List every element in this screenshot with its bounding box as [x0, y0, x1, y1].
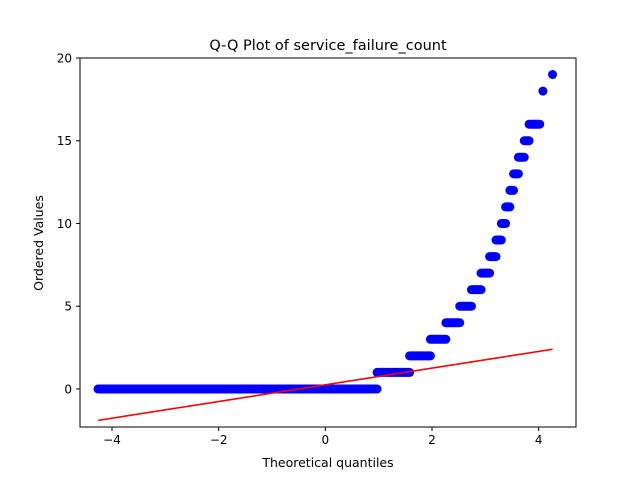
data-point-1: [103, 384, 113, 394]
plot-area: [93, 70, 558, 422]
chart-title: Q-Q Plot of service_failure_count: [209, 38, 447, 54]
y-axis-label: Ordered Values: [31, 195, 46, 291]
data-point-2: [538, 86, 548, 96]
data-point-0: [93, 384, 103, 394]
x-axis-label: Theoretical quantiles: [261, 455, 393, 470]
x-tick-label-1: −2: [210, 433, 228, 447]
x-tick-label-3: 2: [428, 433, 436, 447]
plot-frame: [79, 57, 577, 428]
data-point-3: [548, 70, 558, 80]
fit-line-layer: [98, 348, 553, 422]
x-tick-label-2: 0: [322, 433, 330, 447]
x-tick-label-0: −4: [103, 433, 121, 447]
y-tick-label-4: 20: [57, 52, 72, 66]
y-tick-label-0: 0: [64, 382, 72, 396]
x-tick-label-4: 4: [535, 433, 543, 447]
y-tick-label-3: 15: [57, 134, 72, 148]
y-tick-label-2: 10: [57, 217, 72, 231]
fit-line: [98, 348, 553, 422]
y-tick-label-1: 5: [64, 300, 72, 314]
data-points: [93, 70, 558, 394]
axes: −4 −2 0 2 4 0 5 10 15 20: [57, 52, 577, 447]
